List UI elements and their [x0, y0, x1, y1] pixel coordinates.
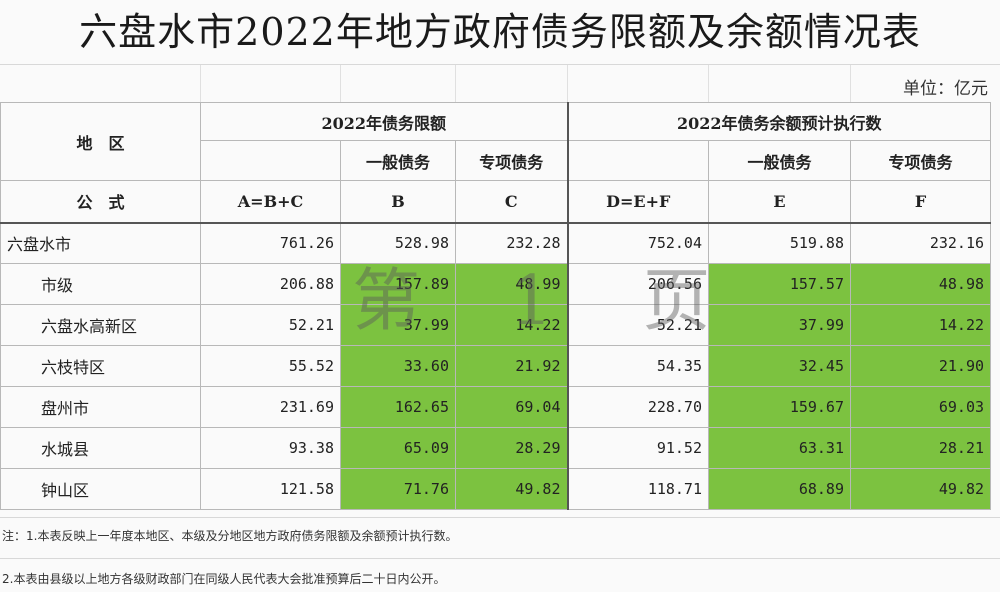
balance-total: 228.70	[566, 386, 709, 428]
balance-total: 206.56	[566, 263, 709, 305]
footnote-2: 2.本表由县级以上地方各级财政部门在同级人民代表大会批准预算后二十日内公开。	[2, 572, 446, 586]
table-row: 六盘水市 761.26 528.98 232.28 752.04 519.88 …	[0, 222, 992, 264]
balance-special: 69.03	[849, 386, 992, 428]
balance-general: 519.88	[708, 222, 851, 264]
page-title: 六盘水市2022年地方政府债务限额及余额情况表	[79, 10, 921, 54]
table-row: 六盘水高新区 52.21 37.99 14.22 52.21 37.99 14.…	[0, 304, 992, 346]
balance-special-header: 专项债务	[849, 140, 992, 181]
limit-total: 121.58	[200, 468, 341, 510]
balance-total: 118.71	[566, 468, 709, 510]
balance-general: 63.31	[708, 427, 851, 469]
balance-special: 232.16	[849, 222, 992, 264]
limit-special: 69.04	[455, 386, 568, 428]
limit-special: 49.82	[455, 468, 568, 510]
region-name: 钟山区	[0, 468, 201, 510]
limit-general: 528.98	[340, 222, 456, 264]
balance-general: 157.57	[708, 263, 851, 305]
limit-total: 55.52	[200, 345, 341, 387]
limit-total: 206.88	[200, 263, 341, 305]
limit-special: 48.99	[455, 263, 568, 305]
formula-label: 公 式	[0, 180, 201, 224]
divider	[0, 517, 1000, 518]
footnote-1: 注：1.本表反映上一年度本地区、本级及分地区地方政府债务限额及余额预计执行数。	[2, 529, 458, 543]
balance-general: 68.89	[708, 468, 851, 510]
balance-general: 159.67	[708, 386, 851, 428]
limit-general: 71.76	[340, 468, 456, 510]
balance-total: 752.04	[566, 222, 709, 264]
region-name: 六盘水市	[0, 222, 201, 264]
region-name: 市级	[0, 263, 201, 305]
limit-special: 14.22	[455, 304, 568, 346]
limit-general-header: 一般债务	[340, 140, 456, 181]
region-name: 水城县	[0, 427, 201, 469]
region-header: 地 区	[0, 102, 201, 181]
region-name: 六盘水高新区	[0, 304, 201, 346]
balance-general: 37.99	[708, 304, 851, 346]
balance-special: 48.98	[849, 263, 992, 305]
limit-total: 231.69	[200, 386, 341, 428]
limit-general: 65.09	[340, 427, 456, 469]
limit-special: 21.92	[455, 345, 568, 387]
region-name: 六枝特区	[0, 345, 201, 387]
limit-group-header: 2022年债务限额	[200, 102, 568, 141]
table-row: 钟山区 121.58 71.76 49.82 118.71 68.89 49.8…	[0, 468, 992, 510]
limit-general: 157.89	[340, 263, 456, 305]
limit-special-header: 专项债务	[455, 140, 568, 181]
formula-e: E	[708, 180, 851, 224]
balance-special: 28.21	[849, 427, 992, 469]
limit-general: 37.99	[340, 304, 456, 346]
limit-total: 93.38	[200, 427, 341, 469]
formula-d: D=E+F	[566, 180, 709, 224]
balance-total: 54.35	[566, 345, 709, 387]
balance-special: 49.82	[849, 468, 992, 510]
limit-total: 761.26	[200, 222, 341, 264]
balance-general-header: 一般债务	[708, 140, 851, 181]
balance-general: 32.45	[708, 345, 851, 387]
balance-special: 14.22	[849, 304, 992, 346]
balance-group-header: 2022年债务余额预计执行数	[566, 102, 992, 141]
table-row: 市级 206.88 157.89 48.99 206.56 157.57 48.…	[0, 263, 992, 305]
formula-a: A=B+C	[200, 180, 341, 224]
limit-special: 232.28	[455, 222, 568, 264]
divider	[0, 558, 1000, 559]
unit-label: 单位：亿元	[903, 79, 988, 99]
limit-total-blank	[200, 140, 341, 181]
limit-general: 33.60	[340, 345, 456, 387]
formula-f: F	[849, 180, 992, 224]
formula-b: B	[340, 180, 456, 224]
limit-general: 162.65	[340, 386, 456, 428]
balance-total: 52.21	[566, 304, 709, 346]
spreadsheet-gridlines	[0, 64, 1000, 103]
table-row: 六枝特区 55.52 33.60 21.92 54.35 32.45 21.90	[0, 345, 992, 387]
balance-total-blank	[566, 140, 709, 181]
debt-table: 地 区 2022年债务限额 2022年债务余额预计执行数 一般债务 专项债务 一…	[0, 102, 992, 510]
table-row: 盘州市 231.69 162.65 69.04 228.70 159.67 69…	[0, 386, 992, 428]
table-row: 水城县 93.38 65.09 28.29 91.52 63.31 28.21	[0, 427, 992, 469]
limit-total: 52.21	[200, 304, 341, 346]
region-name: 盘州市	[0, 386, 201, 428]
limit-special: 28.29	[455, 427, 568, 469]
formula-c: C	[455, 180, 568, 224]
balance-special: 21.90	[849, 345, 992, 387]
balance-total: 91.52	[566, 427, 709, 469]
